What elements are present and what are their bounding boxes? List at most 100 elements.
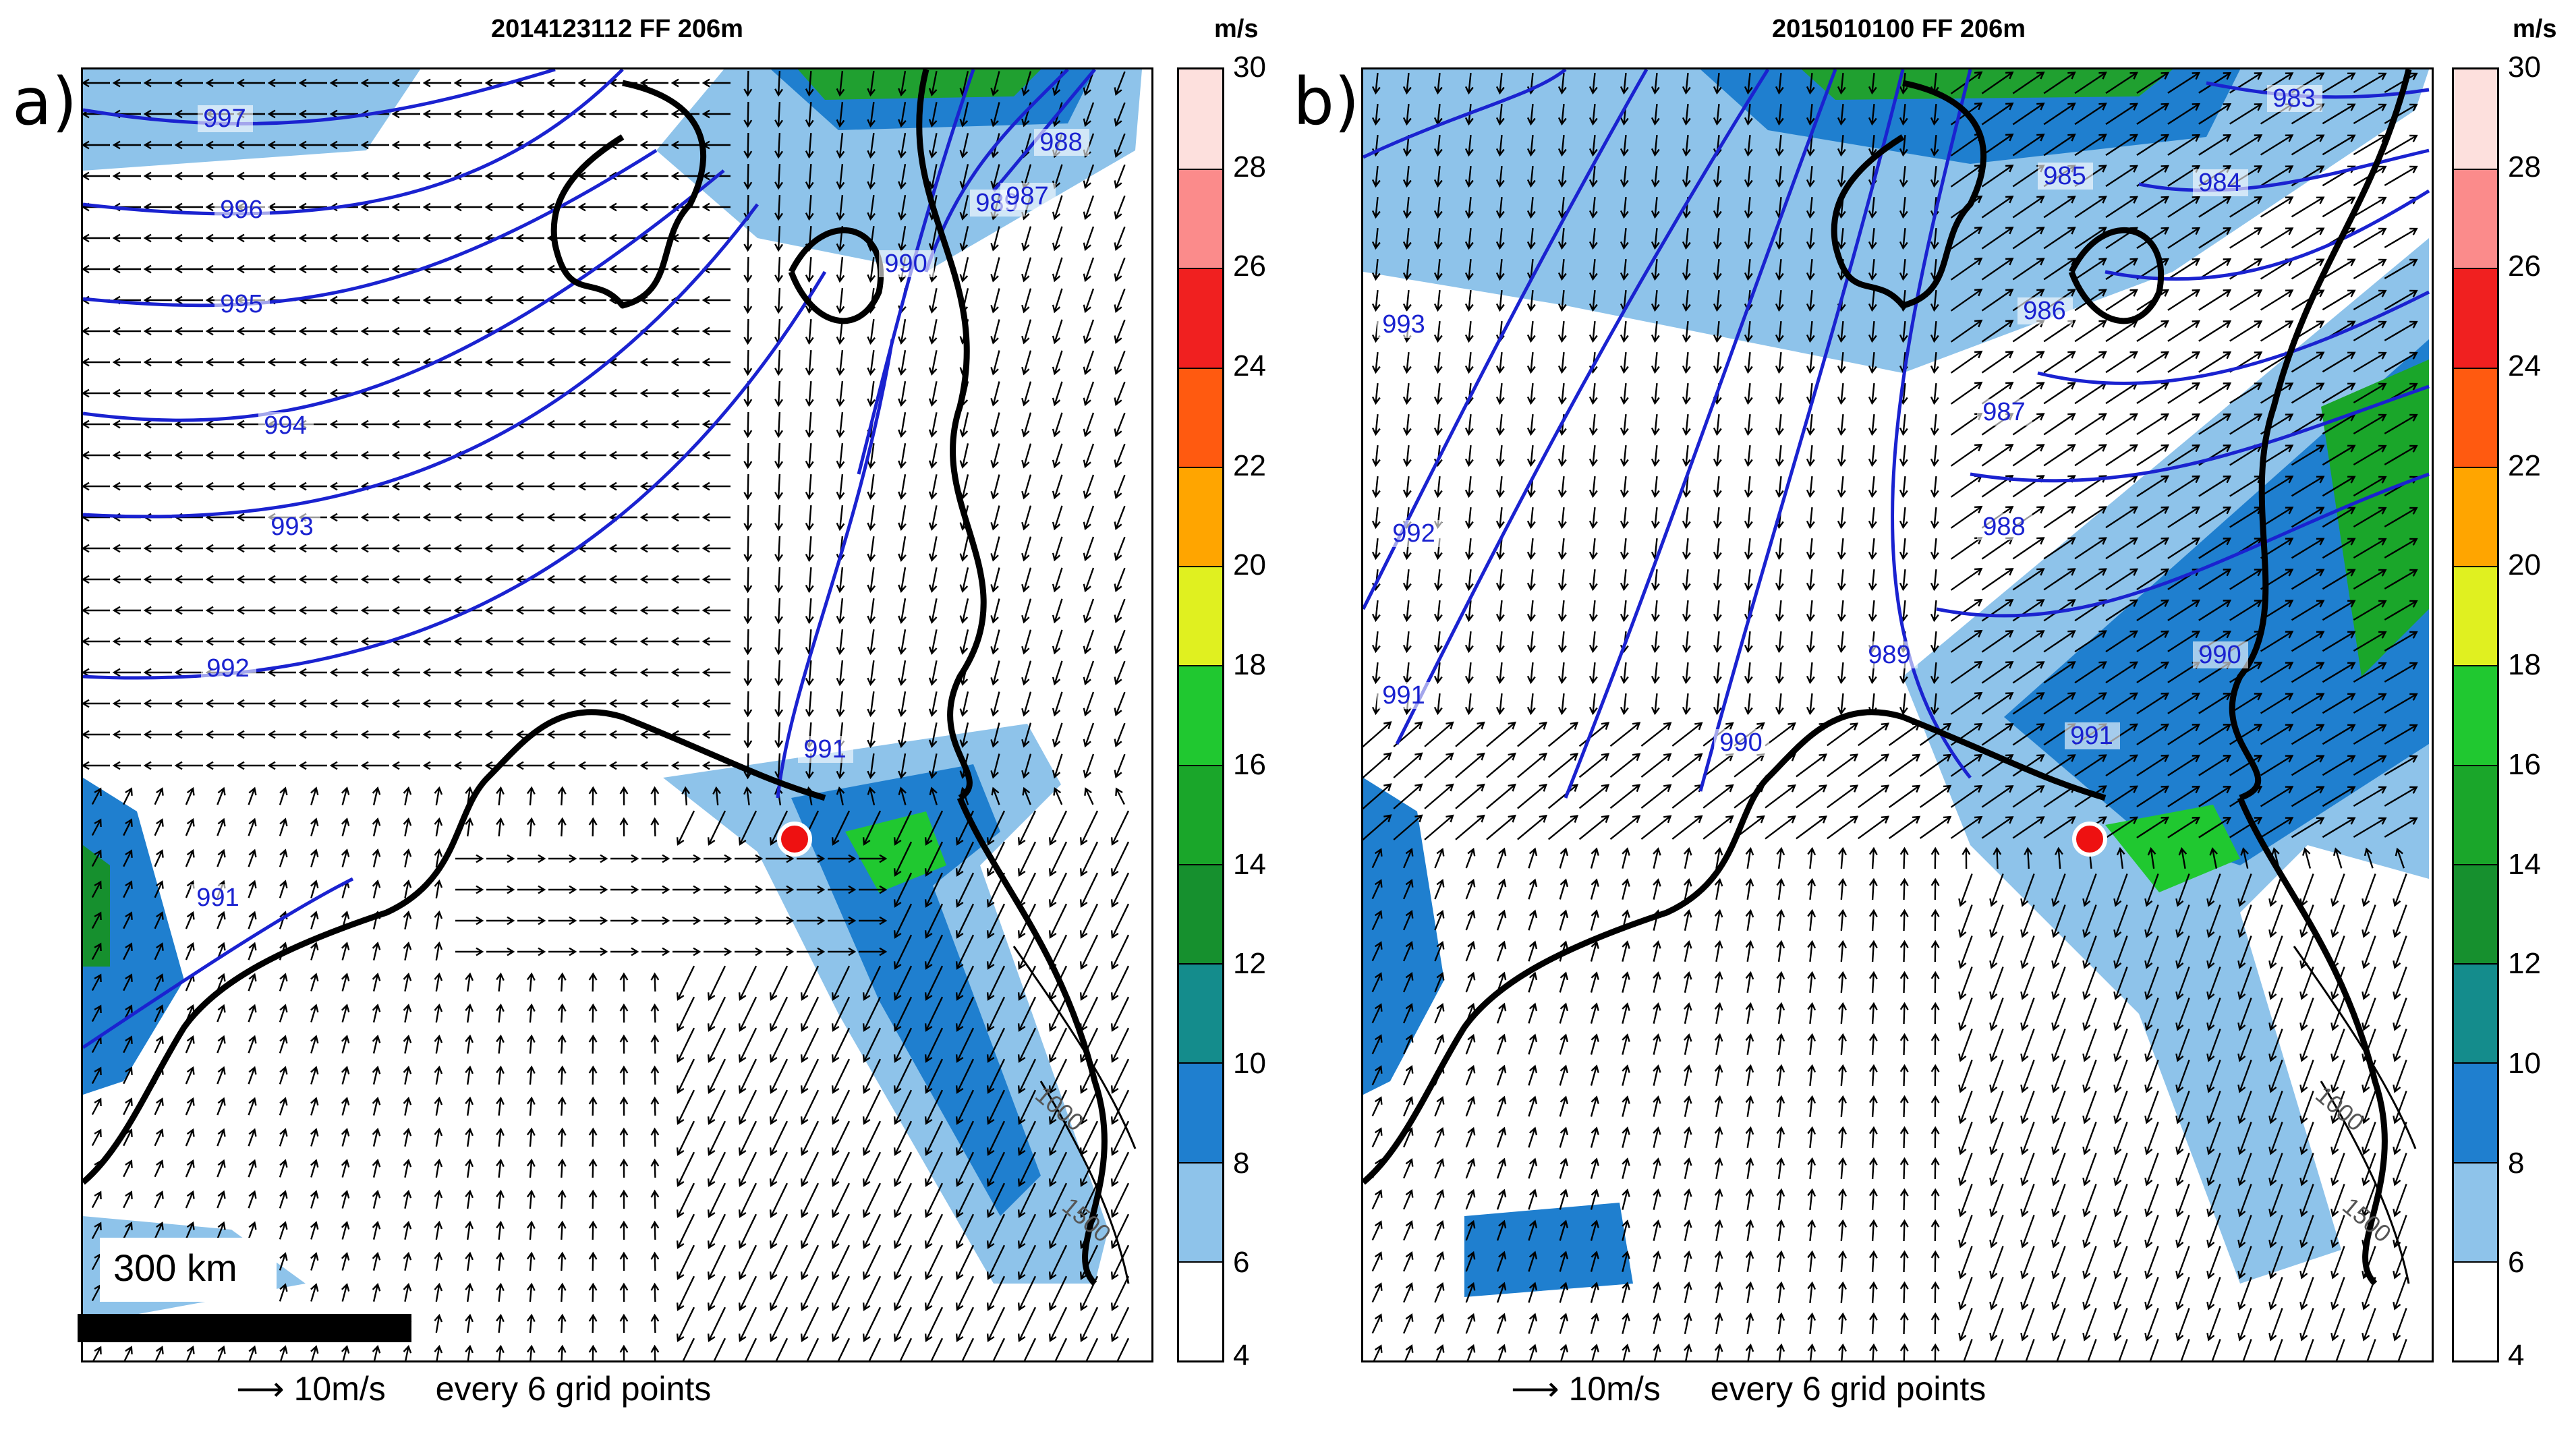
wind-arrow xyxy=(496,1189,505,1209)
wind-arrow xyxy=(867,660,876,687)
wind-arrow xyxy=(2074,258,2107,281)
wind-arrow xyxy=(639,575,668,584)
wind-arrow xyxy=(2260,444,2294,466)
wind-arrow xyxy=(1807,1281,1816,1304)
wind-arrow xyxy=(1079,903,1099,939)
wind-arrow xyxy=(1899,1064,1909,1087)
colorbar-tick-label: 18 xyxy=(2508,648,2541,682)
isobar-label: 993 xyxy=(270,513,313,541)
wind-arrow xyxy=(2167,692,2201,714)
wind-arrow xyxy=(1393,814,1423,840)
wind-arrow xyxy=(862,1275,882,1311)
wind-arrow xyxy=(2012,785,2045,808)
wind-arrow xyxy=(867,443,876,469)
wind-arrow xyxy=(672,916,702,925)
wind-arrow xyxy=(2020,1060,2035,1093)
wind-arrow xyxy=(1807,1312,1816,1335)
wind-arrow xyxy=(1114,288,1126,313)
wind-arrow xyxy=(391,730,420,739)
wind-arrow xyxy=(1435,1344,1445,1360)
wind-arrow xyxy=(805,443,814,469)
wind-arrow xyxy=(83,264,110,274)
wind-arrow xyxy=(1989,1091,2004,1124)
wind-arrow xyxy=(2322,817,2356,838)
wind-arrow xyxy=(515,482,544,491)
wind-arrow xyxy=(1684,1064,1692,1086)
wind-arrow xyxy=(1930,878,1940,900)
wind-arrow xyxy=(806,1338,820,1360)
wind-arrow xyxy=(836,256,845,283)
wind-arrow xyxy=(1402,103,1412,126)
wind-arrow xyxy=(713,1338,726,1360)
wind-arrow xyxy=(143,326,172,336)
wind-arrow xyxy=(2364,847,2374,869)
wind-arrow xyxy=(1714,1095,1723,1118)
wind-map: 993 992 991 990 989 988 987 986 985 984 983 991 990 1… xyxy=(1361,67,2434,1362)
wind-arrow xyxy=(2273,1339,2283,1360)
wind-arrow xyxy=(1464,476,1474,498)
colorbar-segment xyxy=(1179,1161,1222,1261)
wind-arrow xyxy=(83,171,110,181)
wind-arrow xyxy=(279,1283,288,1302)
wind-arrow xyxy=(1869,1250,1878,1273)
wind-arrow xyxy=(2113,1060,2128,1093)
wind-arrow xyxy=(1868,320,1877,343)
wind-arrow xyxy=(298,389,327,398)
wind-arrow xyxy=(453,264,482,274)
wind-arrow xyxy=(1526,507,1536,529)
wind-arrow xyxy=(924,1275,944,1311)
wind-arrow xyxy=(831,1058,851,1094)
wind-arrow xyxy=(1899,971,1909,994)
wind-arrow xyxy=(2299,1308,2314,1342)
wind-arrow xyxy=(1590,1282,1599,1303)
wind-arrow xyxy=(1622,1095,1630,1117)
wind-arrow xyxy=(2012,103,2045,125)
wind-arrow xyxy=(515,451,544,460)
wind-arrow xyxy=(2322,134,2356,156)
wind-arrow xyxy=(2260,724,2294,745)
wind-arrow xyxy=(112,171,141,181)
wind-arrow xyxy=(1371,413,1381,436)
colorbar-segment xyxy=(2454,1161,2497,1261)
wind-arrow xyxy=(557,1282,567,1302)
wind-arrow xyxy=(2167,816,2201,838)
wind-arrow xyxy=(862,965,882,1001)
wind-arrow xyxy=(1496,1313,1507,1334)
wind-arrow xyxy=(2237,998,2252,1031)
wind-arrow xyxy=(2291,258,2325,280)
wind-arrow xyxy=(608,357,637,367)
wind-arrow xyxy=(310,786,319,805)
wind-arrow xyxy=(91,818,102,836)
wind-arrow xyxy=(2299,1215,2314,1248)
wind-arrow xyxy=(769,1306,789,1342)
wind-arrow xyxy=(1486,721,1516,747)
wind-arrow xyxy=(608,451,637,460)
wind-arrow xyxy=(1899,134,1908,157)
wind-arrow xyxy=(1578,722,1610,747)
wind-arrow xyxy=(2322,351,2356,373)
wind-arrow xyxy=(403,911,412,929)
wind-arrow xyxy=(403,1035,412,1054)
wind-arrow xyxy=(1899,1219,1909,1242)
wind-arrow xyxy=(639,202,668,212)
wind-arrow xyxy=(955,872,975,908)
wind-arrow xyxy=(2043,661,2076,684)
wind-arrow xyxy=(898,536,907,563)
wind-arrow xyxy=(2020,1184,2035,1217)
wind-arrow xyxy=(2136,320,2170,343)
wind-arrow xyxy=(455,916,484,925)
wind-arrow xyxy=(769,1275,789,1311)
wind-arrow xyxy=(267,264,296,274)
wind-arrow xyxy=(1837,569,1846,592)
wind-arrow xyxy=(2229,227,2263,249)
wind-arrow xyxy=(928,381,938,407)
colorbar-segment xyxy=(1179,367,1222,467)
wind-arrow xyxy=(986,996,1006,1032)
wind-arrow xyxy=(2384,258,2418,279)
wind-arrow xyxy=(1620,196,1629,219)
wind-arrow xyxy=(434,786,443,806)
wind-arrow xyxy=(2012,227,2045,250)
wind-arrow xyxy=(279,973,288,992)
wind-arrow xyxy=(1682,320,1691,343)
wind-arrow xyxy=(1464,507,1474,529)
